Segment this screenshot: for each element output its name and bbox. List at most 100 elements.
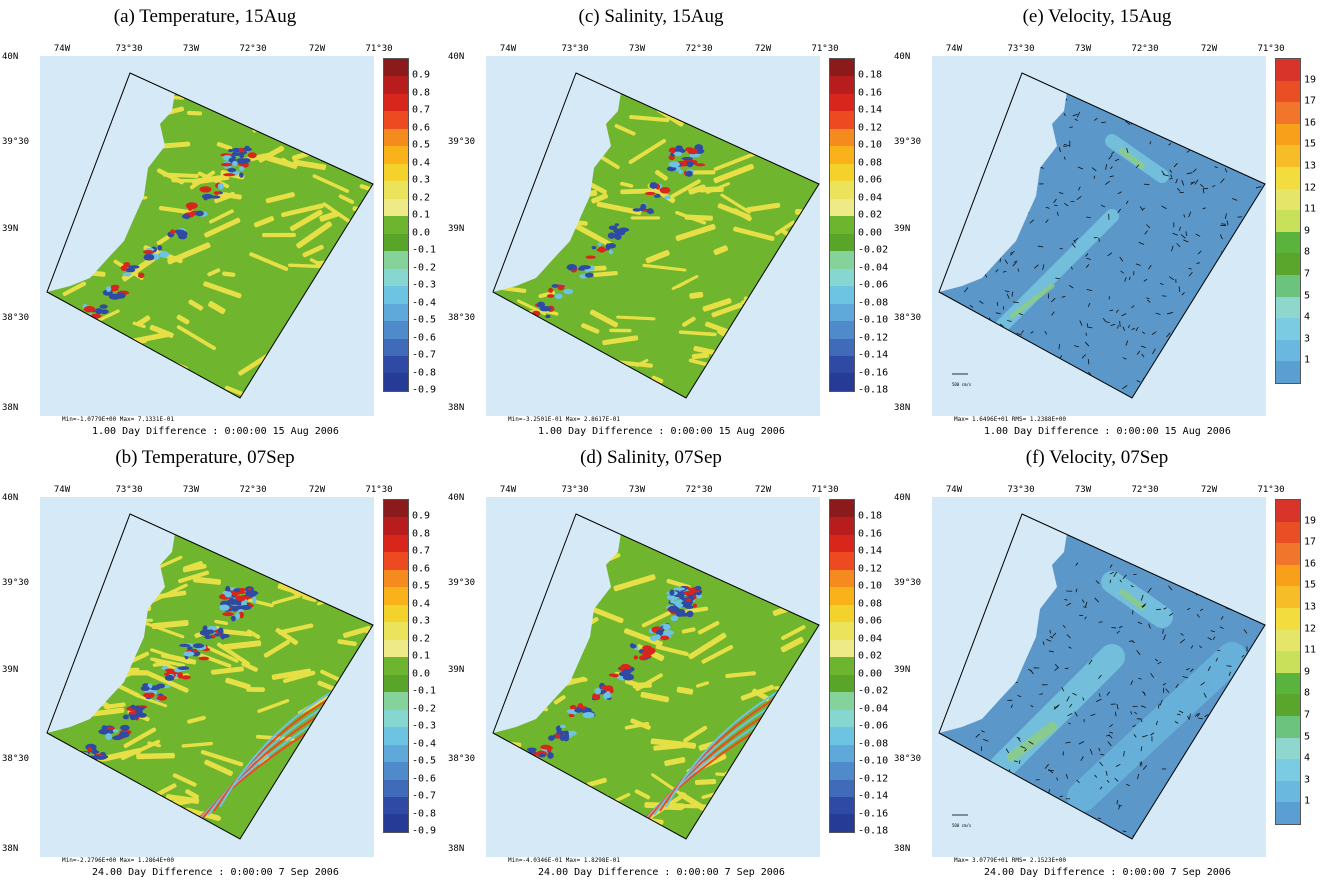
velocity-arrow	[1196, 613, 1200, 618]
anomaly-mark	[245, 590, 258, 597]
colorbar-swatch	[1276, 543, 1300, 565]
anomaly-mark	[157, 244, 163, 251]
colorbar-label: -0.7	[412, 349, 437, 361]
colorbar-swatch	[830, 233, 854, 252]
domain-outline	[46, 513, 374, 840]
velocity-arrow	[946, 104, 951, 109]
field-streak	[360, 723, 373, 735]
anomaly-mark	[695, 163, 706, 167]
anomaly-mark	[122, 272, 132, 277]
velocity-arrow	[1073, 62, 1076, 63]
velocity-arrow	[1084, 616, 1087, 620]
field-streak	[572, 73, 616, 74]
velocity-arrow	[953, 849, 954, 854]
field-streak	[365, 246, 373, 260]
velocity-arrow	[946, 740, 950, 747]
velocity-arrow	[1160, 550, 1164, 554]
velocity-arrow	[1043, 520, 1046, 524]
velocity-arrow	[1194, 713, 1199, 717]
colorbar-swatch	[830, 692, 854, 710]
field-streak	[683, 725, 708, 743]
anomaly-mark	[639, 206, 645, 212]
velocity-arrow	[1007, 320, 1012, 322]
velocity-arrow	[1174, 347, 1178, 354]
velocity-arrow	[936, 96, 938, 99]
velocity-arrow	[999, 258, 1002, 263]
field-streak	[47, 527, 73, 546]
velocity-arrow	[1248, 365, 1251, 369]
velocity-arrow	[1161, 834, 1165, 838]
velocity-arrow	[1163, 634, 1166, 641]
field-streak	[497, 751, 519, 757]
field-streak	[47, 784, 64, 794]
velocity-arrow	[951, 783, 956, 787]
field-streak	[623, 497, 657, 500]
field-streak	[746, 336, 788, 353]
map-area	[40, 56, 374, 416]
velocity-arrow	[1200, 608, 1204, 612]
velocity-arrow	[964, 287, 969, 293]
velocity-arrow	[989, 143, 993, 149]
velocity-arrow	[1086, 289, 1093, 291]
velocity-arrow	[1002, 270, 1007, 273]
velocity-arrow	[1075, 562, 1079, 566]
field-streak	[89, 784, 131, 792]
field-streak	[252, 118, 273, 133]
velocity-arrow	[1077, 166, 1084, 170]
velocity-arrow	[1067, 374, 1073, 377]
colorbar-swatch	[830, 181, 854, 199]
longitude-label: 74W	[499, 44, 517, 54]
velocity-arrow	[1042, 641, 1045, 646]
velocity-arrow	[1053, 392, 1057, 395]
velocity-arrow	[982, 125, 986, 131]
colorbar-swatch	[384, 569, 408, 588]
colorbar-swatch	[1276, 780, 1300, 803]
field-streak	[292, 159, 327, 171]
colorbar-label: 0.4	[412, 598, 431, 610]
colorbar-label: 0.9	[412, 510, 431, 522]
velocity-arrow	[1124, 515, 1131, 517]
field-streak	[278, 63, 294, 70]
velocity-arrow	[984, 136, 989, 142]
field-streak	[555, 73, 587, 78]
velocity-arrow	[1220, 178, 1225, 184]
velocity-arrow	[971, 628, 975, 634]
velocity-arrow	[1046, 639, 1052, 642]
velocity-arrow	[1012, 262, 1017, 267]
field-streak	[519, 789, 539, 804]
map-svg	[46, 513, 374, 840]
velocity-arrow	[1174, 414, 1179, 415]
velocity-arrow	[965, 67, 969, 68]
velocity-arrow	[984, 589, 989, 595]
velocity-arrow	[992, 98, 995, 103]
velocity-arrow	[1230, 136, 1233, 142]
velocity-arrow	[1165, 688, 1170, 693]
colorbar-swatch	[384, 727, 408, 745]
velocity-arrow	[1188, 767, 1194, 772]
velocity-arrow	[1170, 558, 1177, 561]
colorbar	[383, 58, 409, 392]
velocity-arrow	[997, 356, 1000, 363]
colorbar-label: 4	[1304, 752, 1311, 764]
field-streak	[635, 358, 649, 367]
velocity-arrow	[1202, 207, 1206, 210]
field-streak	[368, 679, 373, 699]
velocity-arrow	[1165, 59, 1170, 62]
velocity-arrow	[1171, 245, 1174, 252]
anomaly-mark	[179, 643, 191, 648]
panel-a: (a) Temperature, 15Aug 74W 73°30 73W 72°30 72…	[0, 0, 446, 441]
colorbar-swatch	[830, 569, 854, 588]
field-streak	[120, 408, 138, 416]
anomaly-mark	[181, 214, 190, 219]
anomaly-mark	[563, 288, 574, 295]
anomaly-mark	[584, 272, 594, 278]
velocity-arrow	[1157, 661, 1162, 665]
velocity-arrow	[1207, 140, 1211, 143]
anomaly-mark	[548, 735, 555, 741]
field-streak	[497, 823, 525, 829]
velocity-arrow	[1058, 343, 1061, 350]
field-streak	[176, 325, 216, 351]
velocity-arrow	[1202, 763, 1208, 768]
velocity-arrow	[943, 125, 949, 130]
velocity-arrow	[978, 148, 983, 151]
